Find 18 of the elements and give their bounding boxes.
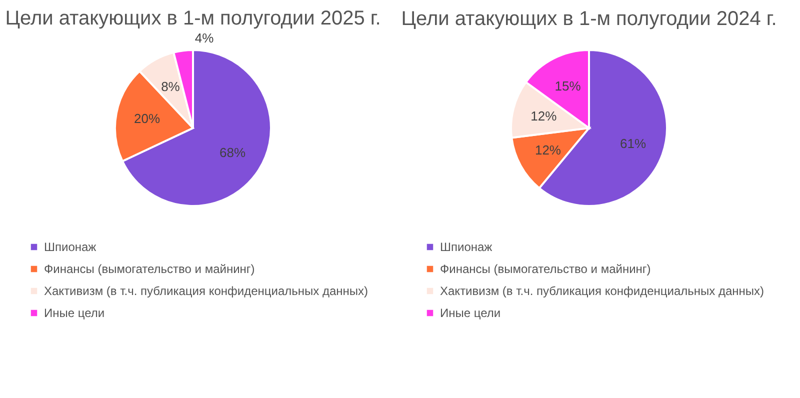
data-label: 15%	[554, 78, 582, 94]
data-label: 12%	[534, 142, 562, 158]
legend-label: Иные цели	[440, 306, 501, 320]
data-label: 20%	[134, 111, 160, 126]
legend-label: Шпионаж	[440, 240, 492, 254]
legend-label: Шпионаж	[44, 240, 96, 254]
chart-title: Цели атакующих в 1-м полугодии 2025 г.	[5, 8, 381, 30]
legend-label: Финансы (вымогательство и майнинг)	[44, 262, 255, 276]
legend-label: Иные цели	[44, 306, 105, 320]
data-label: 12%	[530, 108, 558, 124]
chart-title: Цели атакующих в 1-м полугодии 2024 г.	[401, 8, 777, 30]
data-label: 8%	[161, 78, 180, 94]
legend-label: Хактивизм (в т.ч. публикация конфиденциальных данных)	[44, 284, 368, 298]
legend-label: Хактивизм (в т.ч. публикация конфиденциальных данных)	[440, 284, 764, 298]
data-label: 68%	[220, 145, 246, 160]
legend-label: Финансы (вымогательство и майнинг)	[440, 262, 651, 276]
data-label: 61%	[620, 136, 646, 151]
data-label: 4%	[194, 30, 214, 46]
